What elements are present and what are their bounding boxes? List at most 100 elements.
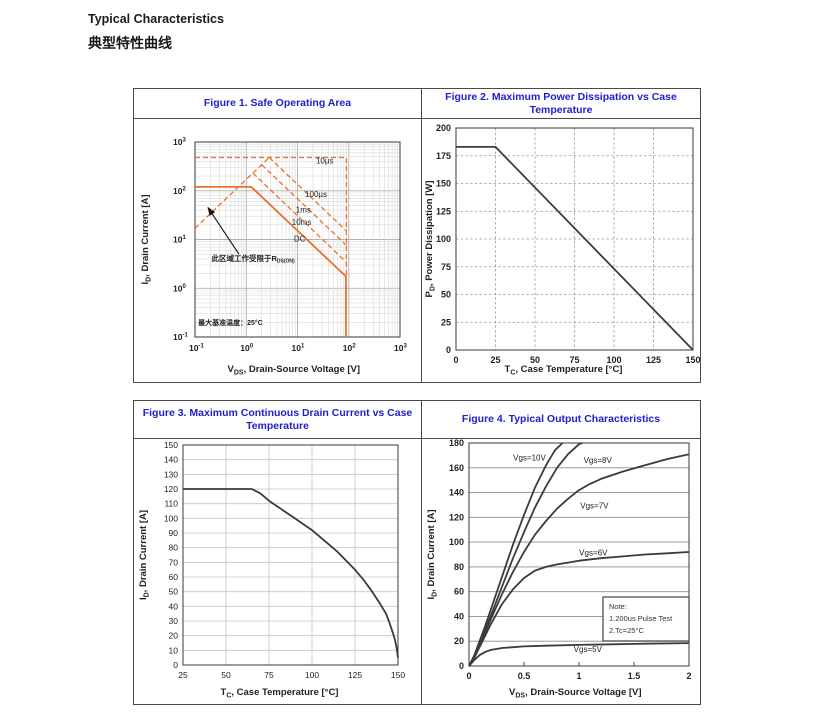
svg-text:80: 80 bbox=[169, 543, 179, 553]
svg-text:25: 25 bbox=[178, 670, 188, 680]
svg-text:50: 50 bbox=[441, 290, 451, 300]
svg-text:150: 150 bbox=[436, 179, 451, 189]
svg-text:75: 75 bbox=[569, 355, 579, 365]
svg-text:100: 100 bbox=[436, 234, 451, 244]
figure-3-chart-area: 25 50 75 100 125 150 0 10 20 30 40 50 60 70 80 90 100 110… bbox=[134, 439, 421, 704]
svg-text:2: 2 bbox=[686, 671, 691, 681]
svg-text:0: 0 bbox=[453, 355, 458, 365]
svg-text:10-1: 10-1 bbox=[173, 332, 188, 342]
figure-row-top: Figure 1. Safe Operating Area 10-1 100 101… bbox=[133, 88, 701, 383]
svg-text:10: 10 bbox=[169, 645, 179, 655]
pulse-10ms bbox=[252, 172, 347, 263]
fig2-y-axis-label: PD, Power Dissipation [W] bbox=[424, 181, 437, 298]
fig3-y-axis-label: ID, Drain Current [A] bbox=[138, 510, 151, 600]
svg-text:60: 60 bbox=[454, 587, 464, 597]
vgs-10v bbox=[468, 442, 564, 667]
svg-text:1.5: 1.5 bbox=[628, 671, 641, 681]
svg-text:50: 50 bbox=[221, 670, 231, 680]
svg-text:20: 20 bbox=[454, 636, 464, 646]
svg-text:175: 175 bbox=[436, 151, 451, 161]
section-heading-chinese: 典型特性曲线 bbox=[88, 35, 172, 51]
fig4-y-axis-label: ID, Drain Current [A] bbox=[426, 509, 439, 599]
max-temp-note: 最大基准温度：25°C bbox=[198, 318, 263, 327]
figure-1-title: Figure 1. Safe Operating Area bbox=[134, 89, 421, 119]
svg-text:75: 75 bbox=[441, 262, 451, 272]
svg-text:100: 100 bbox=[606, 355, 621, 365]
curve-label: Vgs=10V bbox=[513, 453, 546, 462]
vgs-7v bbox=[468, 453, 690, 667]
svg-text:80: 80 bbox=[454, 562, 464, 572]
figure-4-panel: Figure 4. Typical Output Characteristics… bbox=[422, 401, 700, 704]
svg-text:103: 103 bbox=[394, 343, 407, 353]
rdson-limit-line bbox=[194, 157, 270, 229]
svg-text:100: 100 bbox=[164, 513, 178, 523]
fig3-x-axis-label: TC, Case Temperature [°C] bbox=[221, 687, 339, 700]
dc-limit bbox=[195, 186, 347, 337]
figure-2-power-dissipation-chart: 0 25 50 75 100 125 150 0 25 50 75 100 125 150 175 200 TC… bbox=[424, 123, 700, 377]
svg-text:125: 125 bbox=[348, 670, 362, 680]
svg-text:0: 0 bbox=[173, 660, 178, 670]
curve-label: 1ms bbox=[296, 205, 311, 214]
vgs-8v bbox=[468, 442, 583, 667]
figure-3-title: Figure 3. Maximum Continuous Drain Curre… bbox=[134, 401, 421, 439]
annotation-arrow bbox=[207, 206, 240, 255]
fig1-x-axis-label: VDS, Drain-Source Voltage [V] bbox=[228, 364, 361, 377]
svg-text:120: 120 bbox=[164, 484, 178, 494]
figure-2-chart-area: 0 25 50 75 100 125 150 0 25 50 75 100 125 150 175 200 TC… bbox=[422, 119, 700, 382]
note-line: 1.200us Pulse Test bbox=[609, 614, 673, 623]
curve-label: Vgs=7V bbox=[580, 502, 609, 511]
svg-text:20: 20 bbox=[169, 631, 179, 641]
svg-text:100: 100 bbox=[240, 343, 253, 353]
note-line: 2.Tc=25°C bbox=[609, 626, 644, 635]
svg-text:50: 50 bbox=[169, 587, 179, 597]
svg-text:102: 102 bbox=[173, 186, 186, 196]
curve-label: Vgs=8V bbox=[584, 456, 613, 465]
svg-text:102: 102 bbox=[343, 343, 356, 353]
svg-text:200: 200 bbox=[436, 123, 451, 133]
svg-text:150: 150 bbox=[164, 440, 178, 450]
note-box bbox=[602, 596, 690, 642]
svg-text:0: 0 bbox=[466, 671, 471, 681]
svg-text:101: 101 bbox=[292, 343, 305, 353]
svg-text:75: 75 bbox=[264, 670, 274, 680]
svg-text:100: 100 bbox=[305, 670, 319, 680]
svg-text:160: 160 bbox=[449, 463, 464, 473]
pulse-100us bbox=[268, 157, 347, 232]
svg-text:125: 125 bbox=[646, 355, 661, 365]
svg-text:1: 1 bbox=[576, 671, 581, 681]
svg-text:140: 140 bbox=[449, 488, 464, 498]
svg-text:101: 101 bbox=[173, 235, 186, 245]
figure-2-title: Figure 2. Maximum Power Dissipation vs C… bbox=[422, 89, 700, 119]
svg-text:0: 0 bbox=[446, 345, 451, 355]
svg-text:130: 130 bbox=[164, 469, 178, 479]
svg-text:150: 150 bbox=[685, 355, 700, 365]
svg-text:90: 90 bbox=[169, 528, 179, 538]
figure-4-chart-area: 0 0.5 1 1.5 2 0 20 40 60 80 100 120 140 160 180 VDS, Dr… bbox=[422, 439, 700, 704]
svg-text:120: 120 bbox=[449, 512, 464, 522]
svg-text:140: 140 bbox=[164, 455, 178, 465]
figure-1-chart-area: 10-1 100 101 102 103 10-1 100 101 102 103 VDS, Dra… bbox=[134, 119, 421, 382]
svg-text:0.5: 0.5 bbox=[518, 671, 531, 681]
svg-text:10-1: 10-1 bbox=[189, 343, 204, 353]
pulse-10us-limit bbox=[195, 156, 348, 277]
figure-row-bottom: Figure 3. Maximum Continuous Drain Curre… bbox=[133, 400, 701, 705]
curve-label: 100µs bbox=[305, 190, 327, 199]
rdson-region-note: 此区域工作受限于RDS(ON) bbox=[212, 253, 296, 265]
max-continuous-drain-current bbox=[183, 488, 399, 658]
fig1-y-axis-label: ID, Drain Current [A] bbox=[140, 194, 153, 284]
svg-text:0: 0 bbox=[459, 661, 464, 671]
svg-text:60: 60 bbox=[169, 572, 179, 582]
svg-text:180: 180 bbox=[449, 439, 464, 448]
svg-text:70: 70 bbox=[169, 557, 179, 567]
figure-1-soa-chart: 10-1 100 101 102 103 10-1 100 101 102 103 VDS, Dra… bbox=[140, 137, 407, 377]
figure-3-drain-current-chart: 25 50 75 100 125 150 0 10 20 30 40 50 60 70 80 90 100 110… bbox=[138, 440, 405, 700]
max-power-dissipation bbox=[456, 145, 694, 351]
figure-4-title: Figure 4. Typical Output Characteristics bbox=[422, 401, 700, 439]
svg-text:25: 25 bbox=[490, 355, 500, 365]
svg-text:125: 125 bbox=[436, 206, 451, 216]
fig4-x-axis-label: VDS, Drain-Source Voltage [V] bbox=[509, 687, 642, 700]
curve-label: 10ms bbox=[292, 218, 312, 227]
svg-text:50: 50 bbox=[530, 355, 540, 365]
vgs-5v bbox=[468, 642, 690, 667]
